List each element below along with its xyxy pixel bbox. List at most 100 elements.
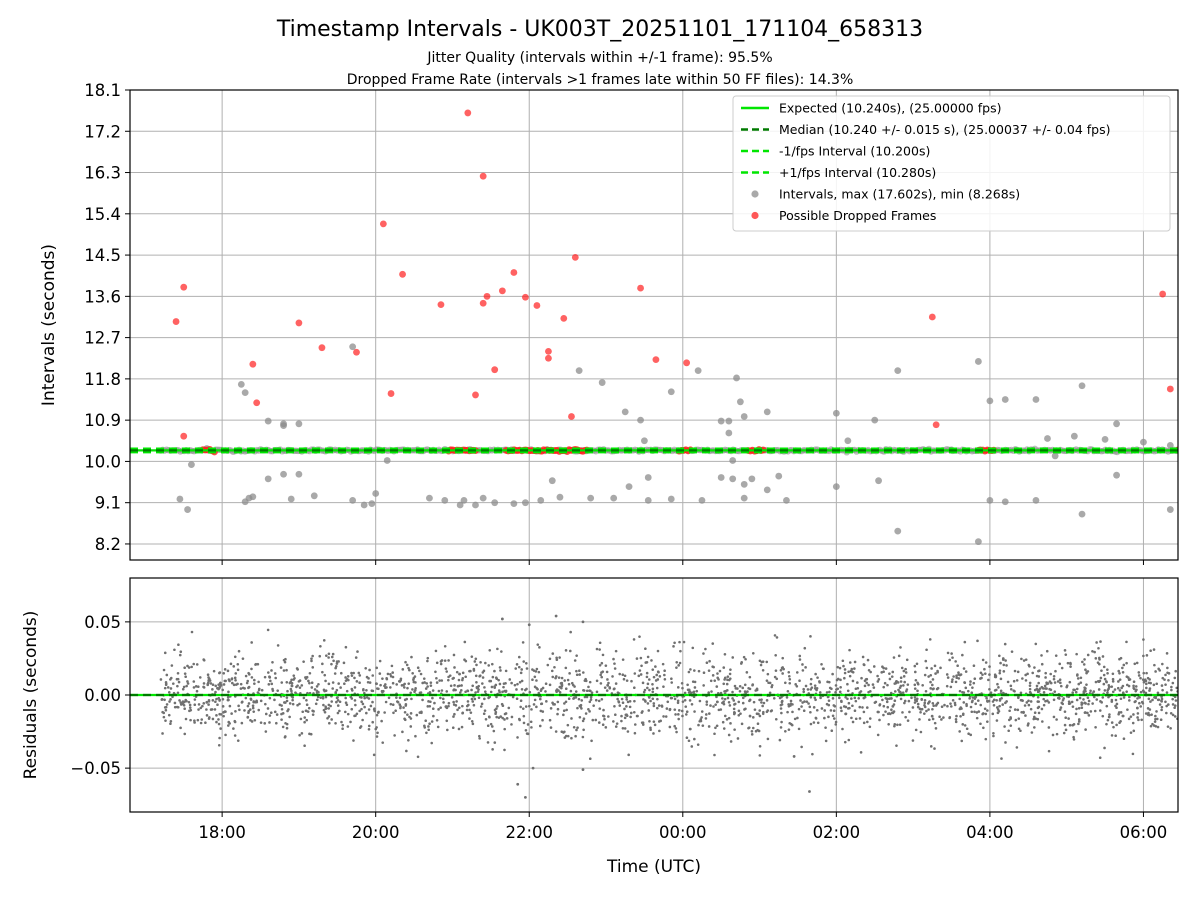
residual-point — [1156, 691, 1160, 695]
residual-point — [568, 649, 572, 653]
residual-point — [1122, 663, 1126, 667]
residual-point — [582, 688, 585, 692]
residual-point — [758, 754, 762, 757]
residual-point — [958, 730, 961, 733]
residual-point — [750, 729, 754, 733]
residual-point — [199, 721, 203, 725]
residual-point — [649, 726, 652, 730]
residual-point — [717, 708, 721, 712]
residual-point — [465, 704, 469, 708]
residual-point — [195, 663, 199, 666]
residual-point — [850, 667, 854, 671]
residual-point — [1021, 677, 1024, 680]
residual-point — [226, 669, 230, 673]
residual-point — [1067, 717, 1070, 720]
residual-point — [1145, 686, 1148, 690]
residual-point — [1042, 691, 1046, 694]
residual-point — [524, 688, 527, 692]
residual-point — [455, 670, 459, 674]
residual-point — [814, 716, 818, 720]
residual-point — [451, 726, 455, 730]
residual-point — [1103, 689, 1107, 692]
residual-point — [1127, 676, 1130, 679]
residual-point — [988, 673, 991, 676]
residual-point — [1082, 663, 1086, 666]
residual-point — [761, 660, 765, 663]
residual-point — [464, 675, 467, 679]
residual-point — [375, 687, 379, 690]
dropped-frame-point — [571, 253, 579, 261]
residual-point — [662, 715, 665, 718]
residual-point — [289, 687, 293, 691]
residual-point — [501, 716, 504, 720]
residual-point — [218, 736, 221, 740]
residual-point — [890, 708, 893, 712]
residual-point — [222, 714, 225, 718]
residual-point — [654, 679, 658, 682]
residual-point — [181, 687, 185, 691]
residual-point — [843, 671, 847, 675]
residual-point — [511, 695, 515, 699]
residual-point — [946, 676, 950, 679]
residual-point — [932, 704, 935, 707]
residual-point — [411, 688, 414, 691]
residual-point — [401, 730, 404, 734]
residual-point — [914, 678, 918, 682]
residual-point — [606, 684, 610, 687]
residual-point — [293, 676, 296, 680]
residual-point — [673, 641, 676, 645]
residual-point — [728, 704, 732, 707]
residual-point — [714, 703, 717, 706]
residual-point — [1091, 702, 1094, 705]
residual-point — [590, 739, 593, 743]
residual-point — [887, 712, 891, 715]
residual-point — [337, 660, 340, 663]
residual-point — [1028, 690, 1032, 694]
residual-point — [217, 718, 220, 721]
residual-point — [1091, 650, 1094, 653]
interval-point — [510, 500, 518, 507]
residual-point — [594, 718, 598, 722]
residual-point — [300, 684, 304, 687]
residual-point — [1164, 673, 1167, 677]
residual-point — [257, 688, 261, 692]
residual-point — [927, 708, 930, 711]
residual-point — [305, 718, 309, 722]
residual-point — [612, 657, 615, 661]
dropped-frame-point — [479, 299, 487, 307]
residual-point — [214, 700, 217, 704]
residual-point — [227, 690, 230, 694]
interval-point — [237, 380, 245, 388]
residual-point — [186, 664, 189, 668]
residual-point — [583, 679, 587, 682]
residual-point — [789, 699, 793, 703]
residual-point — [264, 702, 267, 706]
residual-point — [318, 654, 322, 658]
residual-point — [751, 716, 755, 719]
residual-point — [1120, 686, 1123, 690]
residual-point — [253, 718, 257, 722]
residual-point — [806, 688, 810, 691]
residual-point — [602, 714, 605, 718]
residual-point — [1107, 715, 1111, 719]
residual-point — [234, 710, 237, 713]
residual-point — [269, 679, 272, 683]
residual-point — [471, 700, 475, 703]
residual-point — [663, 669, 666, 673]
residual-point — [1148, 713, 1151, 717]
residual-point — [803, 646, 807, 650]
residual-point — [765, 679, 769, 682]
residual-point — [162, 715, 166, 719]
residual-point — [563, 702, 566, 705]
residual-point — [592, 704, 595, 707]
residual-point — [424, 719, 428, 723]
residual-point — [1161, 676, 1165, 680]
residual-point — [1086, 711, 1089, 715]
residual-point — [428, 690, 432, 694]
residual-point — [294, 691, 297, 694]
residual-point — [541, 718, 544, 722]
residual-point — [247, 686, 250, 690]
residual-point — [1064, 728, 1068, 732]
residual-point — [788, 677, 792, 681]
residual-point — [1007, 729, 1010, 733]
